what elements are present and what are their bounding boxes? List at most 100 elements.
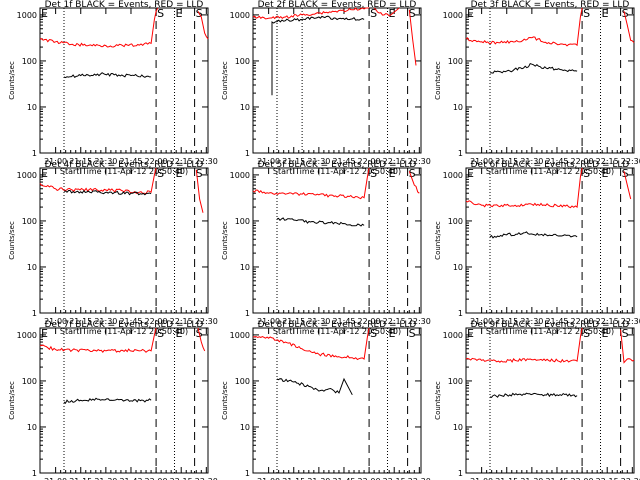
chart-6-title: Det 6f BLACK = Events, RED = LLD: [471, 160, 630, 170]
chart-2-ytick-label: 1: [245, 149, 250, 158]
chart-8-title: Det 8f BLACK = Events, RED = LLD: [258, 320, 417, 330]
chart-9-plot-frame: [465, 327, 635, 474]
chart-7-marker-label: S: [157, 327, 164, 340]
chart-3-marker-label: E: [602, 7, 609, 20]
chart-7-title: Det 7f BLACK = Events, RED = LLD: [45, 320, 204, 330]
chart-2-marker-label: S: [370, 7, 377, 20]
chart-1-ytick-label: 1000: [17, 11, 37, 20]
chart-2-x-axis-label: Start Time (11-Apr-12 20:50:40): [273, 167, 401, 176]
chart-9-xtick-label: 21:30: [520, 477, 543, 480]
chart-4-xtick-label: 22:30: [195, 317, 218, 326]
chart-1-plot-frame: [39, 7, 209, 154]
chart-3-xtick-label: 21:45: [545, 157, 568, 166]
chart-8-y-axis-label: Counts/sec: [221, 381, 229, 420]
chart-9-marker-label: E: [602, 327, 609, 340]
chart-3-title: Det 3f BLACK = Events, RED = LLD: [471, 0, 630, 10]
chart-8-marker-label: E: [389, 327, 396, 340]
chart-7-series-2-line: [197, 327, 206, 352]
chart-6-xtick-label: 21:45: [545, 317, 568, 326]
chart-4-plot-frame: [39, 167, 209, 314]
chart-2-xtick-label: 22:15: [383, 157, 406, 166]
chart-4-marker-label: E: [41, 167, 48, 180]
chart-3-xtick-label: 21:30: [520, 157, 543, 166]
chart-1-xtick-label: 21:00: [44, 157, 67, 166]
chart-7-panel: Det 7f BLACK = Events, RED = LLD 1 10 100 10…: [8, 320, 218, 480]
chart-7-y-axis-label: Counts/sec: [8, 381, 16, 420]
chart-5-xtick-label: 21:30: [307, 317, 330, 326]
chart-3-series-3-line: [489, 62, 578, 74]
chart-2-xtick-label: 21:15: [282, 157, 305, 166]
chart-5-series-2-line: [408, 171, 420, 194]
chart-2-ytick-label: 100: [235, 57, 250, 66]
chart-1-x-axis-label: Start Time (11-Apr-12 20:50:40): [60, 167, 188, 176]
chart-3-y-axis-label: Counts/sec: [434, 61, 442, 100]
chart-4-y-axis-label: Counts/sec: [8, 221, 16, 260]
chart-6-xtick-label: 22:15: [596, 317, 619, 326]
chart-7-xtick-label: 21:43: [119, 477, 142, 480]
chart-3-marker-label: E: [467, 7, 474, 20]
chart-1-series-1-line: [39, 7, 159, 48]
chart-4-ytick-label: 1: [32, 309, 37, 318]
chart-1-series-3-line: [63, 72, 152, 79]
chart-9-xtick-label: 21:45: [545, 477, 568, 480]
chart-2-series-1-line: [252, 7, 370, 20]
chart-7-xtick-label: 22:00: [145, 477, 168, 480]
chart-5-title: Det 5f BLACK = Events, RED = LLD: [258, 160, 417, 170]
chart-9-series-3-line: [489, 392, 578, 398]
chart-2-series-4-line: [271, 15, 365, 96]
chart-3-ytick-label: 1: [458, 149, 463, 158]
chart-2-series-3-line: [408, 9, 417, 66]
chart-2-ytick-label: 1000: [230, 11, 250, 20]
chart-4-marker-label: E: [176, 167, 183, 180]
chart-9-marker-label: S: [583, 327, 590, 340]
chart-7-xtick-label: 22:15: [170, 477, 193, 480]
chart-9-ytick-label: 1: [458, 469, 463, 478]
chart-5-plot-frame: [252, 167, 422, 314]
chart-9-panel: Det 9f BLACK = Events, RED = LLD 1 10 100 10…: [434, 320, 640, 480]
chart-5-marker-label: S: [409, 167, 416, 180]
chart-6-xtick-label: 21:00: [470, 317, 493, 326]
chart-8-plot-frame: [252, 327, 422, 474]
chart-8-xtick-label: 21:30: [307, 477, 330, 480]
chart-8-ytick-label: 1: [245, 469, 250, 478]
chart-1-ytick-label: 1: [32, 149, 37, 158]
chart-5-xtick-label: 22:15: [383, 317, 406, 326]
chart-4-x-axis-label: Start Time (11-Apr-12 20:50:40): [60, 327, 188, 336]
chart-1-xtick-label: 21:30: [94, 157, 117, 166]
chart-1-ytick-label: 100: [22, 57, 37, 66]
chart-1-panel: Det 1f BLACK = Events, RED = LLD 1 10 100 10…: [8, 0, 218, 176]
chart-9-marker-label: E: [467, 327, 474, 340]
chart-9-xtick-label: 22:15: [596, 477, 619, 480]
chart-9-series-2-line: [620, 329, 635, 364]
chart-1-series-2-line: [197, 11, 209, 40]
chart-7-xtick-label: 21:15: [69, 477, 92, 480]
chart-2-xtick-label: 21:30: [307, 157, 330, 166]
chart-5-marker-label: S: [370, 167, 377, 180]
chart-5-xtick-label: 22:00: [358, 317, 381, 326]
chart-2-y-axis-label: Counts/sec: [221, 61, 229, 100]
chart-2-ytick-label: 10: [240, 103, 250, 112]
chart-4-series-3-line: [63, 189, 152, 196]
chart-4-xtick-label: 22:15: [170, 317, 193, 326]
chart-1-marker-label: S: [157, 7, 164, 20]
chart-1-ytick-label: 10: [27, 103, 37, 112]
chart-4-panel: Det 4f BLACK = Events, RED = LLD 1 10 100 10…: [8, 160, 218, 336]
chart-8-xtick-label: 21:00: [257, 477, 280, 480]
chart-7-xtick-label: 21:00: [44, 477, 67, 480]
chart-6-xtick-label: 22:30: [621, 317, 640, 326]
chart-6-ytick-label: 1: [458, 309, 463, 318]
chart-3-ytick-label: 100: [448, 57, 463, 66]
chart-7-ytick-label: 10: [27, 423, 37, 432]
chart-7-ytick-label: 1: [32, 469, 37, 478]
chart-7-xtick-label: 21:30: [94, 477, 117, 480]
chart-9-ytick-label: 100: [448, 377, 463, 386]
chart-2-series-2-line: [373, 7, 400, 17]
chart-9-ytick-label: 1000: [443, 331, 463, 340]
chart-1-marker-label: E: [41, 7, 48, 20]
chart-5-ytick-label: 10: [240, 263, 250, 272]
chart-4-ytick-label: 10: [27, 263, 37, 272]
chart-3-xtick-label: 21:15: [495, 157, 518, 166]
chart-4-series-1-line: [39, 167, 157, 195]
chart-1-title: Det 1f BLACK = Events, RED = LLD: [45, 0, 204, 10]
